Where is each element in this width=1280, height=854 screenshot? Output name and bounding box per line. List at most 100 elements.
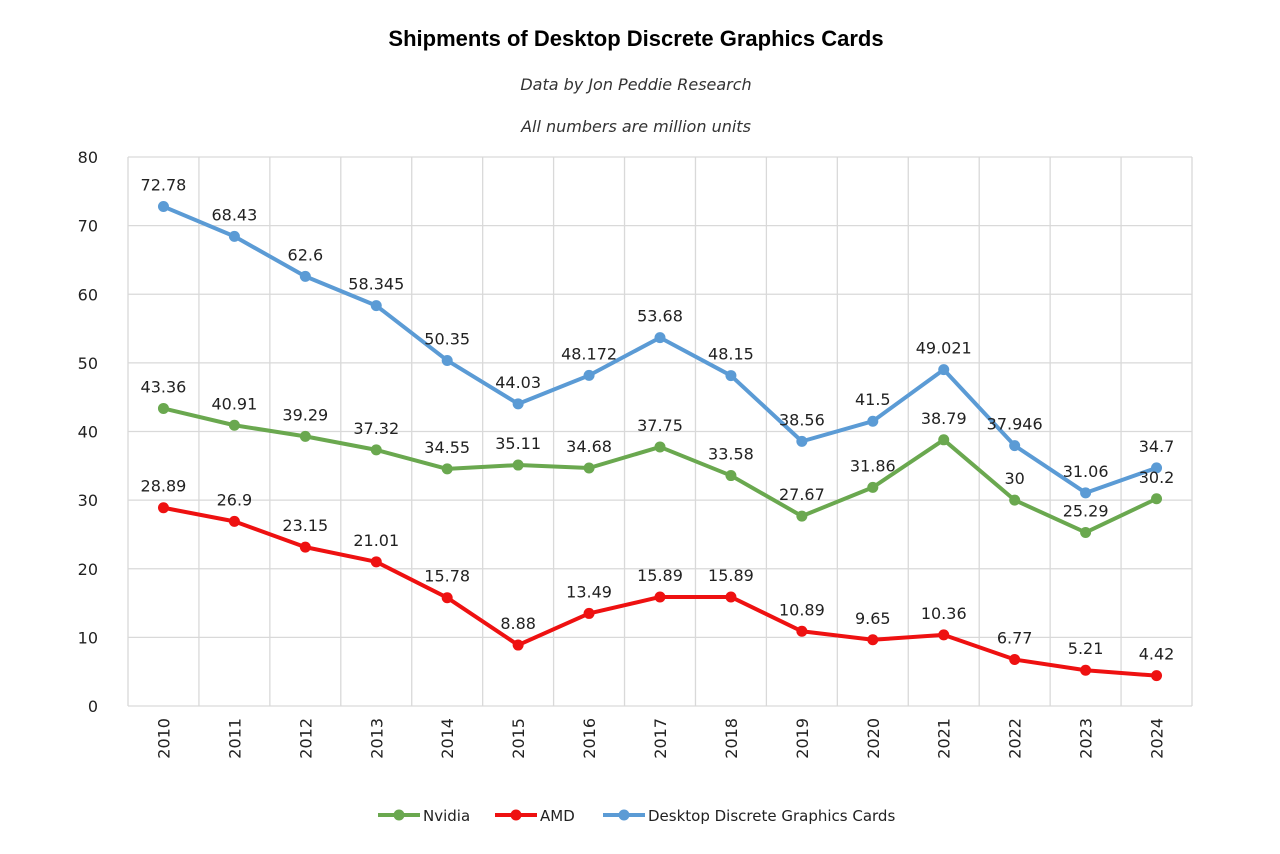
data-point <box>725 370 737 382</box>
data-label: 49.021 <box>916 339 972 358</box>
data-label: 10.89 <box>779 600 825 619</box>
data-point <box>654 332 666 344</box>
data-point <box>796 435 808 447</box>
data-point <box>370 556 382 568</box>
data-label: 38.79 <box>921 409 967 428</box>
data-label: 72.78 <box>141 176 187 195</box>
data-point <box>512 459 524 471</box>
data-label: 37.32 <box>353 419 399 438</box>
legend-swatch-marker <box>393 809 405 821</box>
data-label: 10.36 <box>921 604 967 623</box>
legend-label: Desktop Discrete Graphics Cards <box>648 807 895 825</box>
data-point <box>1009 440 1021 452</box>
data-point <box>867 634 879 646</box>
data-label: 50.35 <box>424 329 470 348</box>
data-point <box>654 591 666 603</box>
x-tick-label: 2010 <box>154 718 173 759</box>
data-point <box>299 270 311 282</box>
data-point <box>512 639 524 651</box>
x-tick-label: 2016 <box>580 718 599 759</box>
x-tick-label: 2018 <box>722 718 741 759</box>
data-label: 48.15 <box>708 345 754 364</box>
x-tick-label: 2024 <box>1148 718 1167 759</box>
data-point <box>1080 487 1092 499</box>
data-label: 62.6 <box>288 245 324 264</box>
data-point <box>157 502 169 514</box>
data-label: 35.11 <box>495 434 541 453</box>
data-label: 48.172 <box>561 344 617 363</box>
data-label: 39.29 <box>282 405 328 424</box>
data-label: 30 <box>1004 469 1024 488</box>
data-point <box>583 607 595 619</box>
x-tick-label: 2011 <box>225 718 244 759</box>
data-point <box>299 430 311 442</box>
data-label: 41.5 <box>855 390 891 409</box>
data-label: 68.43 <box>211 205 257 224</box>
data-label: 37.75 <box>637 416 683 435</box>
data-point <box>1009 654 1021 666</box>
data-point <box>796 510 808 522</box>
data-label: 37.946 <box>987 415 1043 434</box>
data-point <box>938 434 950 446</box>
data-label: 31.06 <box>1063 462 1109 481</box>
data-point <box>1009 494 1021 506</box>
data-label: 13.49 <box>566 582 612 601</box>
data-point <box>938 364 950 376</box>
y-tick-label: 60 <box>78 285 98 304</box>
y-tick-label: 20 <box>78 560 98 579</box>
data-point <box>583 369 595 381</box>
legend-label: AMD <box>540 807 575 825</box>
y-tick-label: 30 <box>78 491 98 510</box>
chart-subtitle: Data by Jon Peddie Research <box>520 75 752 94</box>
x-tick-label: 2012 <box>296 718 315 759</box>
data-label: 15.89 <box>708 566 754 585</box>
data-point <box>1080 526 1092 538</box>
data-point <box>441 592 453 604</box>
data-label: 9.65 <box>855 609 891 628</box>
data-point <box>370 300 382 312</box>
data-point <box>441 463 453 475</box>
data-point <box>228 515 240 527</box>
data-label: 26.9 <box>217 490 253 509</box>
data-point <box>228 230 240 242</box>
x-tick-label: 2014 <box>438 718 457 759</box>
data-point <box>796 625 808 637</box>
chart-title: Shipments of Desktop Discrete Graphics C… <box>388 26 884 51</box>
y-tick-label: 0 <box>88 697 98 716</box>
y-tick-label: 40 <box>78 423 98 442</box>
data-point <box>157 201 169 213</box>
y-tick-label: 50 <box>78 354 98 373</box>
data-point <box>1080 664 1092 676</box>
data-label: 31.86 <box>850 456 896 475</box>
data-point <box>938 629 950 641</box>
data-label: 23.15 <box>282 516 328 535</box>
x-tick-label: 2019 <box>793 718 812 759</box>
data-label: 21.01 <box>353 531 399 550</box>
legend-swatch-marker <box>510 809 522 821</box>
data-label: 4.42 <box>1139 645 1175 664</box>
data-label: 5.21 <box>1068 639 1104 658</box>
data-point <box>867 481 879 493</box>
data-point <box>654 441 666 453</box>
x-tick-label: 2015 <box>509 718 528 759</box>
x-tick-label: 2022 <box>1006 718 1025 759</box>
x-tick-label: 2017 <box>651 718 670 759</box>
data-label: 43.36 <box>141 377 187 396</box>
data-point <box>370 444 382 456</box>
data-point <box>299 541 311 553</box>
data-point <box>157 402 169 414</box>
y-tick-label: 70 <box>78 217 98 236</box>
y-tick-label: 10 <box>78 628 98 647</box>
data-label: 33.58 <box>708 445 754 464</box>
x-tick-label: 2021 <box>935 718 954 759</box>
data-label: 28.89 <box>141 477 187 496</box>
legend-swatch-marker <box>618 809 630 821</box>
y-tick-label: 80 <box>78 148 98 167</box>
data-label: 30.2 <box>1139 468 1175 487</box>
data-point <box>441 354 453 366</box>
data-point <box>725 591 737 603</box>
x-tick-label: 2013 <box>367 718 386 759</box>
data-label: 15.78 <box>424 567 470 586</box>
data-label: 6.77 <box>997 629 1033 648</box>
data-label: 8.88 <box>500 614 536 633</box>
